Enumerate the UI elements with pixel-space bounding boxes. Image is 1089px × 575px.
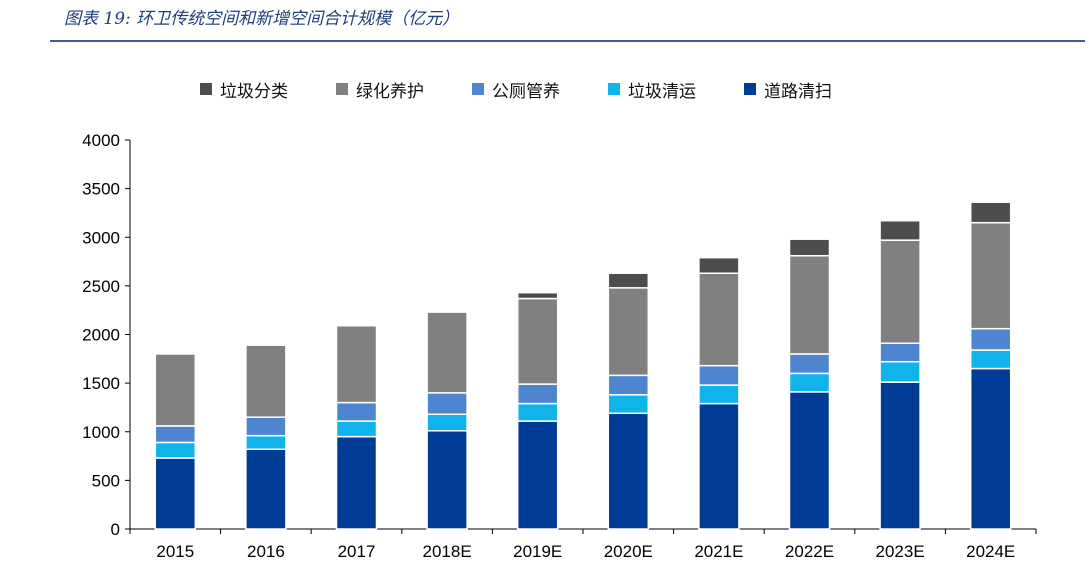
bar-segment: [516, 297, 559, 385]
bar-segment: [969, 221, 1012, 330]
bar-segment: [607, 272, 650, 289]
bar-segment: [698, 384, 740, 405]
legend-swatch: [336, 83, 348, 95]
bar-segment: [516, 420, 559, 530]
x-tick-label: 2021E: [694, 542, 743, 561]
y-tick-label: 1000: [82, 423, 120, 442]
bar-segment: [698, 256, 740, 274]
bar-segment: [607, 394, 650, 415]
bar-segment: [698, 364, 740, 386]
bar-segment: [154, 425, 197, 444]
bar-segment: [698, 272, 740, 367]
bar-segment: [426, 413, 468, 432]
y-tick-label: 3000: [82, 228, 120, 247]
title-rule: [50, 40, 1085, 42]
bar-segment: [969, 201, 1012, 224]
bar-segment: [969, 367, 1012, 530]
bar-segment: [154, 353, 197, 427]
y-tick-label: 4000: [82, 131, 120, 150]
bar-segment: [969, 349, 1012, 370]
x-tick-label: 2019E: [513, 542, 562, 561]
legend-item: 垃圾分类: [200, 77, 288, 102]
bar-segment: [698, 402, 740, 530]
bar-segment: [154, 457, 197, 530]
bar-segment: [245, 416, 287, 437]
bar-segment: [879, 360, 921, 383]
bar-segment: [879, 342, 921, 363]
bar-segment: [245, 448, 287, 530]
legend-item: 道路清扫: [744, 77, 832, 102]
x-tick-label: 2023E: [876, 542, 925, 561]
x-tick-label: 2020E: [604, 542, 653, 561]
bar-segment: [607, 374, 650, 396]
legend-swatch: [608, 83, 620, 95]
x-tick-label: 2017: [338, 542, 376, 561]
bar-segment: [516, 291, 559, 300]
y-tick-label: 2500: [82, 277, 120, 296]
bar-segment: [879, 219, 921, 241]
bar-segment: [245, 344, 287, 418]
x-tick-label: 2018E: [423, 542, 472, 561]
y-tick-label: 3500: [82, 180, 120, 199]
bar-segment: [426, 430, 468, 530]
bar-segment: [969, 327, 1012, 351]
bar-segment: [788, 254, 831, 355]
legend-label: 道路清扫: [764, 81, 832, 102]
legend: 垃圾分类 绿化养护 公厕管养 垃圾清运 道路清扫: [200, 77, 880, 102]
bar-segment: [788, 353, 831, 375]
bar-segment: [788, 238, 831, 257]
legend-item: 绿化养护: [336, 77, 424, 102]
bar-segment: [335, 324, 378, 404]
legend-item: 垃圾清运: [608, 77, 696, 102]
bar-segment: [335, 435, 378, 530]
bar-segment: [788, 372, 831, 393]
bar-segment: [154, 441, 197, 459]
bar-segment: [607, 412, 650, 530]
bar-segment: [426, 311, 468, 394]
legend-label: 公厕管养: [492, 81, 560, 102]
bar-segment: [245, 434, 287, 451]
legend-label: 垃圾分类: [220, 81, 288, 102]
legend-item: 公厕管养: [472, 77, 560, 102]
y-tick-label: 1500: [82, 374, 120, 393]
bar-segment: [607, 287, 650, 377]
bar-segment: [516, 383, 559, 405]
x-tick-label: 2015: [156, 542, 194, 561]
legend-swatch: [200, 83, 212, 95]
legend-label: 绿化养护: [356, 81, 424, 102]
bar-segment: [335, 401, 378, 422]
bar-segment: [335, 420, 378, 438]
y-tick-label: 0: [111, 520, 120, 539]
bar-segment: [426, 392, 468, 415]
y-tick-label: 2000: [82, 326, 120, 345]
legend-swatch: [472, 83, 484, 95]
x-tick-label: 2016: [247, 542, 285, 561]
x-tick-label: 2022E: [785, 542, 834, 561]
x-tick-label: 2024E: [966, 542, 1015, 561]
bar-segment: [879, 239, 921, 345]
figure-title: 图表 19: 环卫传统空间和新增空间合计规模（亿元）: [64, 9, 460, 29]
bar-segment: [788, 391, 831, 530]
bar-segment: [516, 402, 559, 422]
legend-swatch: [744, 83, 756, 95]
y-tick-label: 500: [92, 471, 120, 490]
bar-segment: [879, 381, 921, 530]
legend-label: 垃圾清运: [628, 81, 696, 102]
